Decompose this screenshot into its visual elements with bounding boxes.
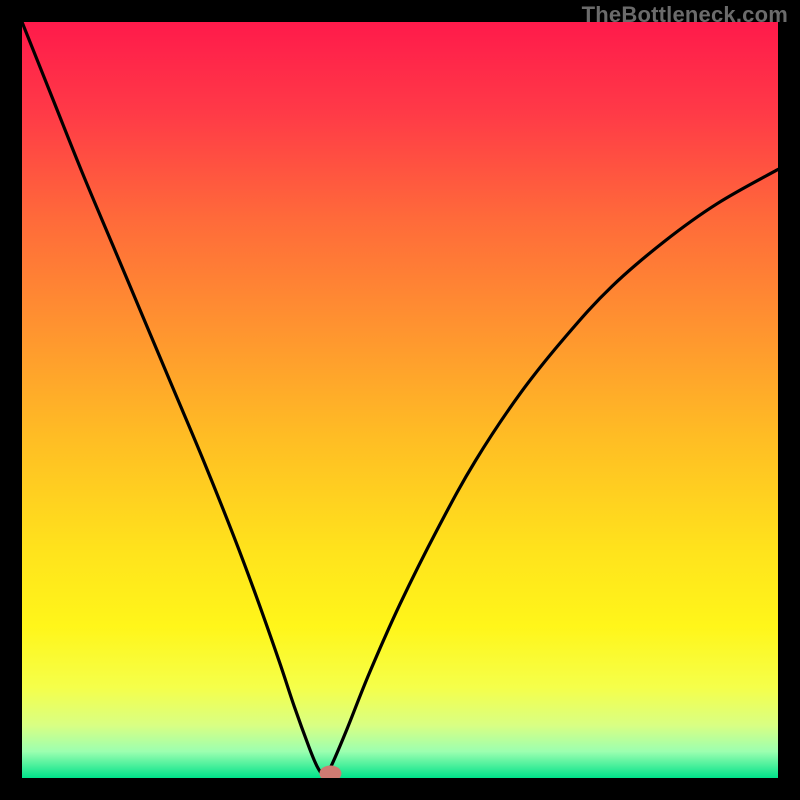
watermark-text: TheBottleneck.com [582,2,788,28]
bottleneck-chart-svg [0,0,800,800]
chart-root: TheBottleneck.com [0,0,800,800]
plot-background [22,22,778,778]
